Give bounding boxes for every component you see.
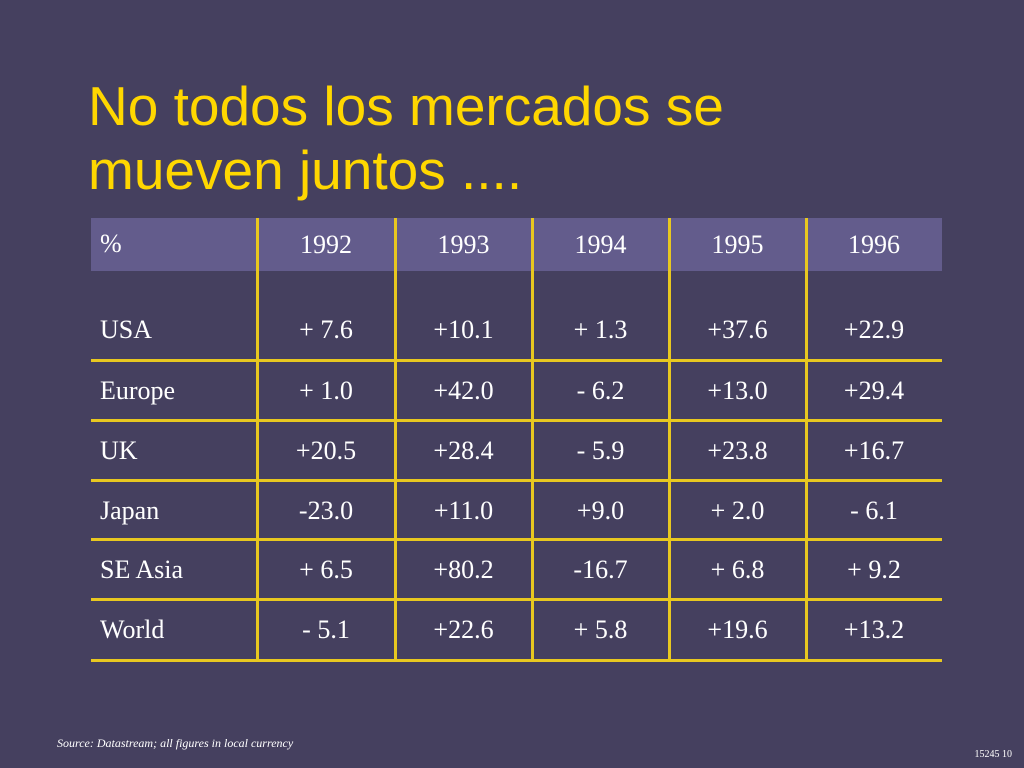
table-cell-value: +19.6 (707, 615, 768, 644)
table-header-year: 1996 (848, 229, 900, 259)
row-divider (91, 479, 942, 482)
table-cell-value: - 6.2 (576, 376, 625, 405)
table-cell-value: - 5.1 (302, 615, 350, 644)
market-returns-table: % 1992 1993 1994 1995 1996 USA + 7.6 +10.1 + 1.3 +… (91, 218, 942, 662)
table-cell-value: - 6.1 (850, 496, 898, 525)
table-cell-value: +13.0 (707, 376, 768, 405)
table-cell-value: +10.1 (433, 314, 494, 344)
source-note: Source: Datastream; all figures in local… (57, 736, 294, 750)
row-divider (91, 419, 942, 422)
table-cell-value: +28.4 (433, 436, 494, 465)
table-cell-value: -16.7 (573, 555, 628, 584)
table-cell-value: +11.0 (433, 496, 494, 525)
row-divider (91, 659, 942, 662)
table-cell-value: -23.0 (298, 496, 354, 525)
table-cell-value: +13.2 (843, 615, 905, 644)
table-header-year: 1993 (437, 229, 490, 259)
table-cell-value: + 5.8 (573, 615, 628, 644)
table-cell-value: + 2.0 (710, 496, 765, 525)
table-row-label: World (100, 615, 165, 644)
table-cell-value: +22.9 (843, 314, 905, 344)
column-divider (531, 218, 534, 661)
table-cell-value: +20.5 (295, 436, 357, 465)
column-divider (668, 218, 671, 661)
table-cell-value: - 5.9 (576, 436, 625, 465)
table-cell-value: +80.2 (433, 555, 494, 584)
table-header-year: 1994 (574, 229, 627, 259)
table-cell-value: + 6.5 (299, 555, 353, 584)
table-row-label: SE Asia (100, 555, 184, 584)
table-row-label: Japan (100, 496, 160, 525)
row-divider (91, 598, 942, 601)
table-row-label: USA (100, 314, 153, 344)
table-cell-value: + 1.0 (299, 376, 353, 405)
slide-title-line-1: No todos los mercados se (88, 75, 724, 137)
row-divider (91, 538, 942, 541)
table-cell-value: +9.0 (576, 496, 625, 525)
table-cell-value: + 7.6 (299, 314, 353, 344)
table-cell-value: +29.4 (843, 376, 905, 405)
table-cell-value: + 9.2 (847, 555, 901, 584)
table-cell-value: +23.8 (707, 436, 768, 465)
table-cell-value: +37.6 (707, 314, 768, 344)
row-divider (91, 359, 942, 362)
table-row-label: Europe (100, 376, 176, 405)
column-divider (394, 218, 397, 661)
table-header-band (91, 218, 942, 271)
table-header-unit: % (100, 229, 122, 258)
table-header-year: 1992 (300, 229, 352, 259)
table-cell-value: +42.0 (433, 376, 494, 405)
page-number: 15245 10 (974, 749, 1013, 760)
table-cell-value: +22.6 (433, 615, 494, 644)
table-cell-value: + 6.8 (710, 555, 765, 584)
table-row-label: UK (100, 436, 138, 465)
slide-title: No todos los mercados se mueven juntos .… (88, 74, 968, 202)
slide-title-line-2: mueven juntos .... (88, 139, 523, 201)
table-cell-value: +16.7 (843, 436, 905, 465)
table-cell-value: + 1.3 (573, 314, 628, 344)
column-divider (256, 218, 259, 661)
column-divider (805, 218, 808, 661)
table-header-year: 1995 (711, 229, 764, 259)
